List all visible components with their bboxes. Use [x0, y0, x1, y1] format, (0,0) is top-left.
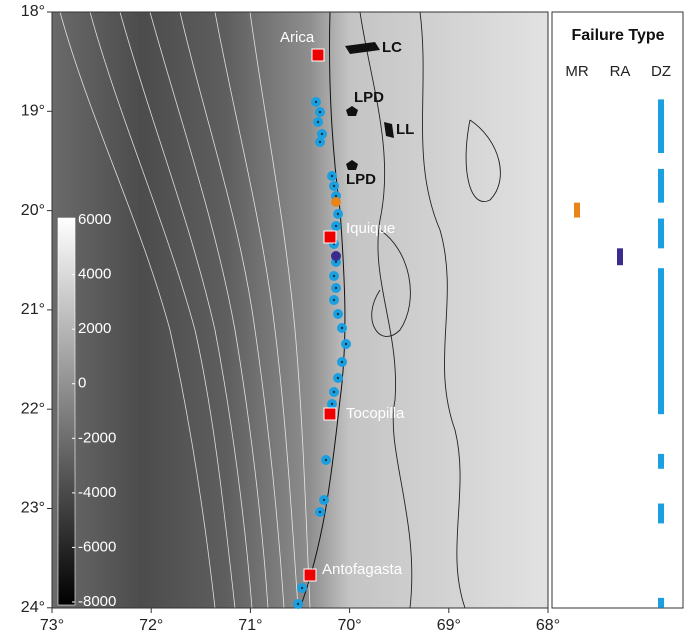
lon-tick-label: 70° — [337, 617, 361, 634]
failure-segment — [658, 268, 664, 415]
feature-mark — [346, 106, 358, 116]
colorbar-label: 0 — [78, 375, 86, 392]
failure-site-center — [340, 326, 344, 330]
failure-site-center — [336, 312, 340, 316]
lon-tick-label: 69° — [437, 617, 461, 634]
feature-mark — [346, 160, 358, 170]
lon-tick-label: 71° — [238, 617, 262, 634]
city-label: Iquique — [346, 220, 395, 237]
city-marker — [311, 48, 325, 62]
failure-site-center — [334, 224, 338, 228]
failure-site-center — [316, 120, 320, 124]
colorbar-label: -6000 — [78, 538, 116, 555]
lat-tick-label: 21° — [21, 301, 45, 318]
failure-site-center — [314, 100, 318, 104]
colorbar-label: 4000 — [78, 266, 111, 283]
lat-tick-label: 18° — [21, 3, 45, 20]
land-contours — [359, 12, 501, 608]
colorbar-label: 6000 — [78, 211, 111, 228]
column-label: MR — [565, 63, 588, 80]
failure-site-center — [334, 194, 338, 198]
city-marker — [303, 568, 317, 582]
failure-site-center — [336, 376, 340, 380]
city-label: Tocopilla — [346, 405, 405, 422]
failure-site-center — [336, 212, 340, 216]
failure-segment — [574, 202, 580, 218]
failure-site-center — [330, 174, 334, 178]
feature-label: LPD — [354, 89, 384, 106]
city-marker — [323, 230, 337, 244]
failure-site-center — [318, 510, 322, 514]
bathymetry-contours — [59, 12, 311, 608]
failure-site-center — [332, 184, 336, 188]
lat-tick-label: 24° — [21, 599, 45, 616]
lon-tick-label: 72° — [139, 617, 163, 634]
failure-site-center — [320, 132, 324, 136]
feature-label: LPD — [346, 171, 376, 188]
column-label: RA — [610, 63, 631, 80]
lat-tick-label: 23° — [21, 500, 45, 517]
failure-segment — [658, 218, 664, 249]
failure-site-center — [330, 402, 334, 406]
failure-site-center — [296, 602, 300, 606]
failure-site-center — [300, 586, 304, 590]
feature-mark — [384, 122, 394, 138]
panel-title: Failure Type — [571, 27, 664, 44]
failure-site — [331, 197, 341, 207]
failure-site-center — [324, 458, 328, 462]
failure-site-center — [332, 390, 336, 394]
colorbar-label: 2000 — [78, 320, 111, 337]
failure-site-center — [322, 498, 326, 502]
feature-label: LL — [396, 121, 414, 138]
failure-site-center — [334, 286, 338, 290]
lon-tick-label: 73° — [40, 617, 64, 634]
coastline — [299, 12, 346, 608]
failure-site-center — [332, 298, 336, 302]
failure-site-center — [332, 274, 336, 278]
failure-site-center — [340, 360, 344, 364]
failure-segment — [658, 453, 664, 469]
city-label: Antofagasta — [322, 561, 403, 578]
city-label: Arica — [280, 29, 315, 46]
colorbar-label: -2000 — [78, 429, 116, 446]
colorbar-label: -8000 — [78, 593, 116, 610]
colorbar — [57, 217, 76, 606]
failure-segment — [617, 248, 623, 266]
failure-site-center — [334, 260, 338, 264]
column-label: DZ — [651, 63, 671, 80]
lon-tick-label: 68° — [536, 617, 560, 634]
feature-label: LC — [382, 39, 402, 56]
failure-segment — [658, 503, 664, 524]
failure-segment — [658, 168, 664, 203]
lat-tick-label: 20° — [21, 202, 45, 219]
failure-site-center — [318, 110, 322, 114]
relief — [52, 12, 548, 608]
feature-mark — [345, 42, 380, 54]
failure-segment — [658, 597, 664, 608]
lat-tick-label: 22° — [21, 400, 45, 417]
colorbar-label: -4000 — [78, 484, 116, 501]
failure-segment — [658, 99, 664, 154]
failure-site — [331, 251, 341, 261]
lat-tick-label: 19° — [21, 103, 45, 120]
city-marker — [323, 407, 337, 421]
failure-site-center — [318, 140, 322, 144]
failure-site-center — [344, 342, 348, 346]
